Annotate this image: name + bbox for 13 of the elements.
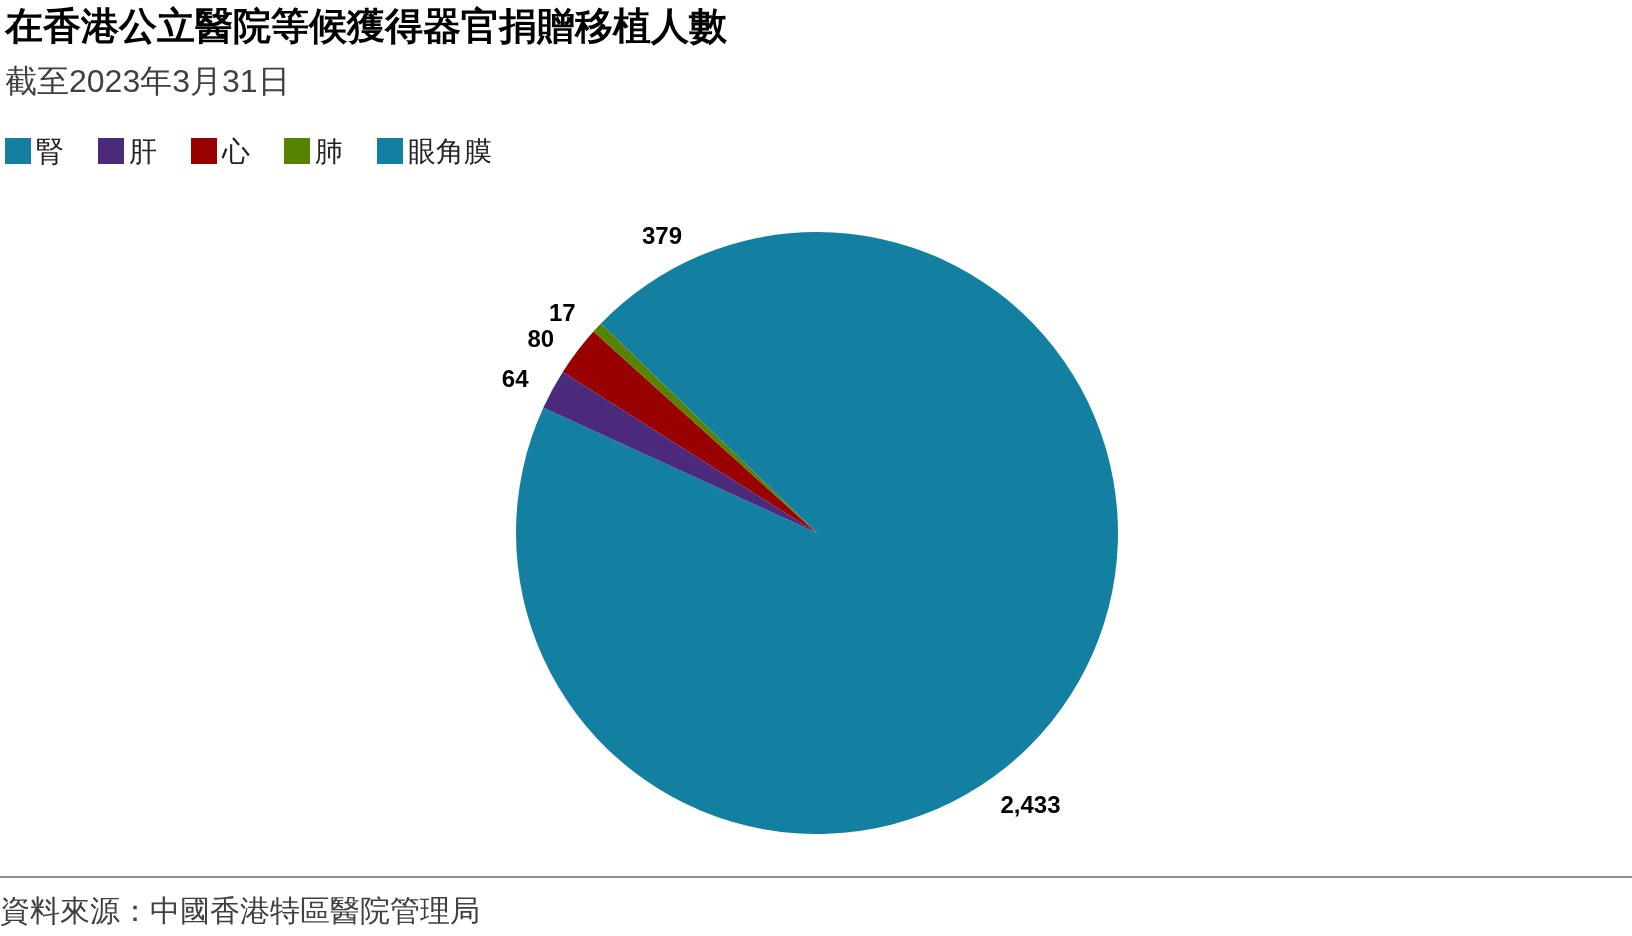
data-label: 17 xyxy=(548,298,576,326)
legend-label: 眼角膜 xyxy=(408,135,492,167)
data-label: 2,433 xyxy=(1000,791,1061,819)
legend-label: 肺 xyxy=(315,135,343,167)
source-note: 資料來源：中國香港特區醫院管理局 xyxy=(0,893,480,927)
chart-subtitle: 截至2023年3月31日 xyxy=(5,63,290,99)
data-label: 379 xyxy=(642,222,683,250)
legend-label: 肝 xyxy=(129,135,157,167)
legend-label: 腎 xyxy=(36,135,64,167)
data-label: 80 xyxy=(527,324,555,352)
chart-title: 在香港公立醫院等候獲得器官捐贈移植人數 xyxy=(4,5,728,47)
data-label: 64 xyxy=(501,365,530,393)
legend-label: 心 xyxy=(221,135,250,167)
